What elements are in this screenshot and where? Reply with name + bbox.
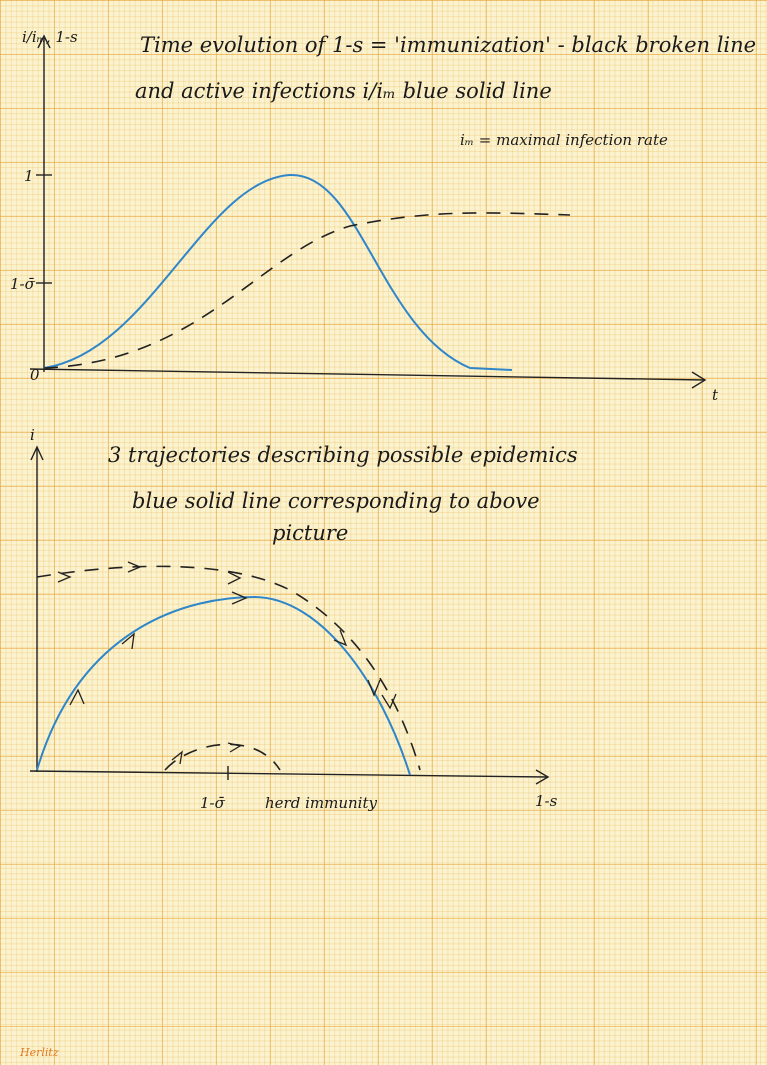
- trajectory: [165, 744, 280, 770]
- title-line: picture: [272, 521, 348, 545]
- x-tick-note: herd immunity: [265, 794, 377, 812]
- x-axis-label: t: [712, 386, 719, 404]
- y-axis-label: i/iₘ, 1-s: [22, 28, 78, 46]
- x-axis: [30, 771, 548, 777]
- note: iₘ = maximal infection rate: [460, 131, 668, 149]
- x-axis: [30, 369, 705, 380]
- graph-paper: i/iₘ, 1-s Time evolution of 1-s = 'immun…: [0, 0, 767, 1065]
- y-tick-label: 1-σ̄: [10, 275, 36, 293]
- trajectory: [37, 597, 410, 775]
- infection-curve: [44, 175, 512, 370]
- y-tick-label: 1: [24, 167, 34, 185]
- arrow: [382, 694, 396, 708]
- y-axis-label: i: [30, 426, 35, 444]
- x-tick-label: 1-σ̄: [200, 794, 226, 812]
- title-line: Time evolution of 1-s = 'immunization' -…: [140, 33, 756, 57]
- trajectory: [37, 566, 420, 770]
- immunization-curve: [44, 213, 570, 368]
- title-line: 3 trajectories describing possible epide…: [108, 443, 578, 467]
- title-line: blue solid line corresponding to above: [132, 489, 540, 513]
- title-line: and active infections i/iₘ blue solid li…: [135, 79, 552, 103]
- x-axis-label: 1-s: [535, 792, 558, 810]
- sketch: i/iₘ, 1-s Time evolution of 1-s = 'immun…: [0, 0, 767, 1065]
- brand-logo: Herlitz: [19, 1046, 59, 1059]
- origin-label: 0: [30, 366, 40, 384]
